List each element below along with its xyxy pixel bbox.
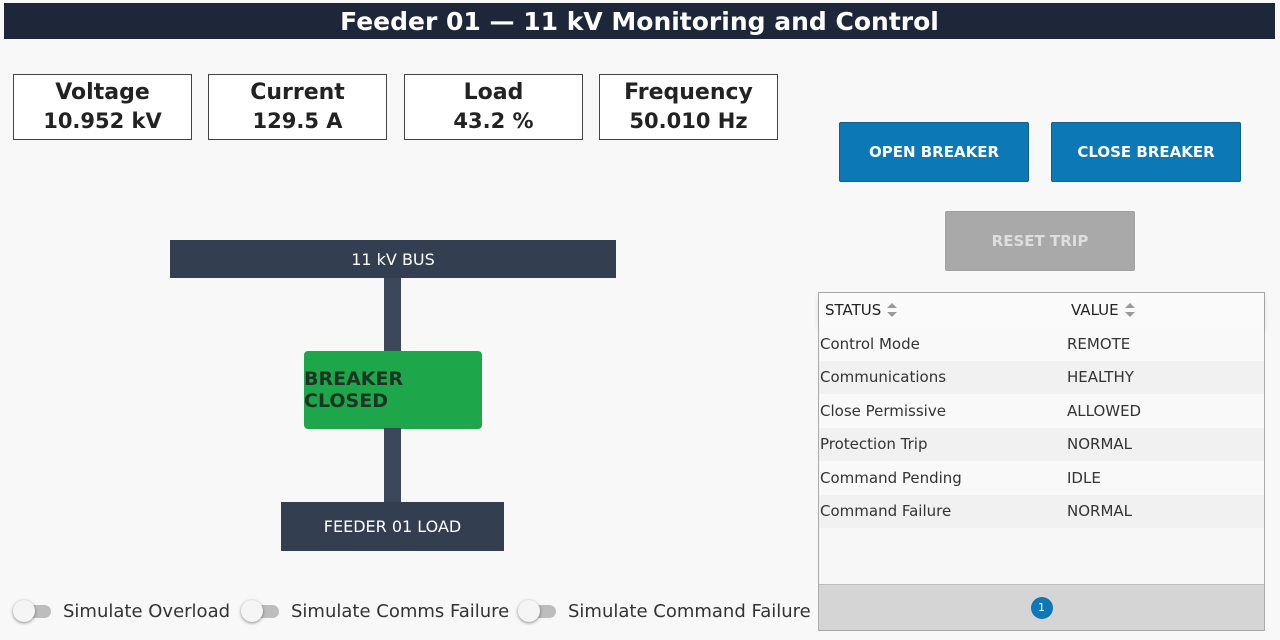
table-header: STATUS VALUE bbox=[819, 293, 1264, 327]
breaker-label: BREAKER CLOSED bbox=[304, 368, 404, 412]
toggle-knob bbox=[518, 600, 540, 622]
simulate-comms-failure-toggle[interactable]: Simulate Comms Failure bbox=[241, 598, 509, 624]
metric-label: Voltage bbox=[55, 80, 150, 105]
breaker-status: BREAKER CLOSED bbox=[304, 351, 482, 429]
column-header-status[interactable]: STATUS bbox=[825, 293, 898, 327]
table-row: Control Mode REMOTE bbox=[819, 327, 1264, 361]
column-header-label: STATUS bbox=[825, 301, 882, 319]
metric-label: Load bbox=[463, 80, 524, 105]
simulate-command-failure-toggle[interactable]: Simulate Command Failure bbox=[518, 598, 811, 624]
close-breaker-button[interactable]: CLOSE BREAKER bbox=[1051, 122, 1241, 182]
status-cell: Protection Trip bbox=[820, 435, 928, 454]
metric-frequency: Frequency 50.010 Hz bbox=[599, 74, 778, 140]
simulate-overload-toggle[interactable]: Simulate Overload bbox=[13, 598, 230, 624]
page-1-button[interactable]: 1 bbox=[1030, 596, 1053, 619]
metric-voltage: Voltage 10.952 kV bbox=[13, 74, 192, 140]
status-cell: Communications bbox=[820, 368, 947, 387]
feeder-load: FEEDER 01 LOAD bbox=[281, 502, 504, 551]
table-row: Close Permissive ALLOWED bbox=[819, 394, 1264, 428]
table-row: Command Failure NORMAL bbox=[819, 494, 1264, 528]
sort-icon[interactable] bbox=[1124, 302, 1135, 318]
page-title: Feeder 01 — 11 kV Monitoring and Control bbox=[4, 3, 1275, 39]
metric-current: Current 129.5 A bbox=[208, 74, 387, 140]
toggle-switch[interactable] bbox=[241, 598, 279, 624]
bus-connector bbox=[384, 278, 401, 352]
status-cell: Close Permissive bbox=[820, 401, 946, 420]
value-cell: HEALTHY bbox=[1067, 368, 1134, 387]
bus-bar: 11 kV BUS bbox=[170, 240, 616, 278]
toggle-switch[interactable] bbox=[518, 598, 556, 624]
table-body: Control Mode REMOTE Communications HEALT… bbox=[819, 327, 1264, 528]
sort-icon[interactable] bbox=[887, 302, 898, 318]
load-connector bbox=[384, 428, 401, 503]
value-cell: NORMAL bbox=[1067, 435, 1133, 454]
status-table: STATUS VALUE Control Mode REMOTE Communi… bbox=[818, 292, 1265, 631]
metric-load: Load 43.2 % bbox=[404, 74, 583, 140]
metric-label: Current bbox=[250, 80, 345, 105]
load-label: FEEDER 01 LOAD bbox=[323, 517, 462, 536]
reset-trip-button[interactable]: RESET TRIP bbox=[945, 211, 1135, 271]
metric-value: 43.2 % bbox=[453, 109, 534, 133]
status-cell: Command Pending bbox=[820, 468, 962, 487]
bus-label: 11 kV BUS bbox=[351, 249, 435, 269]
toggle-switch[interactable] bbox=[13, 598, 51, 624]
table-row: Command Pending IDLE bbox=[819, 461, 1264, 495]
column-header-label: VALUE bbox=[1071, 301, 1119, 319]
toggle-label: Simulate Command Failure bbox=[568, 600, 811, 622]
open-breaker-button[interactable]: OPEN BREAKER bbox=[839, 122, 1029, 182]
toggle-knob bbox=[241, 600, 263, 622]
status-cell: Control Mode bbox=[820, 334, 920, 353]
column-header-value[interactable]: VALUE bbox=[1071, 293, 1135, 327]
toggle-label: Simulate Comms Failure bbox=[291, 600, 510, 622]
toggle-label: Simulate Overload bbox=[63, 600, 231, 622]
table-row: Communications HEALTHY bbox=[819, 360, 1264, 394]
toggle-knob bbox=[13, 600, 35, 622]
value-cell: ALLOWED bbox=[1067, 401, 1142, 420]
metric-value: 129.5 A bbox=[252, 109, 343, 133]
status-cell: Command Failure bbox=[820, 502, 952, 521]
value-cell: REMOTE bbox=[1067, 334, 1131, 353]
metric-label: Frequency bbox=[624, 80, 753, 105]
metric-value: 10.952 kV bbox=[43, 109, 162, 133]
table-pagination: 1 bbox=[819, 584, 1264, 630]
metric-value: 50.010 Hz bbox=[629, 109, 748, 133]
table-row: Protection Trip NORMAL bbox=[819, 427, 1264, 461]
value-cell: NORMAL bbox=[1067, 502, 1133, 521]
value-cell: IDLE bbox=[1067, 468, 1101, 487]
